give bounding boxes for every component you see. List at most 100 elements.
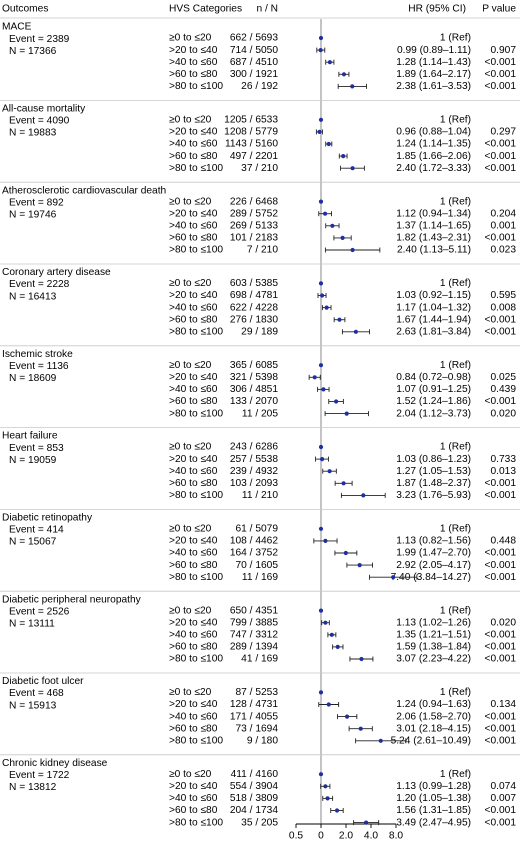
hr-ci-value: 1.87 (1.48–2.37) [396,478,471,489]
total-n: N = 18609 [9,373,57,384]
hr-ci-value: 1.24 (1.14–1.35) [396,139,471,150]
hr-point [330,223,335,228]
n-over-n-value: 29 / 189 [241,326,278,337]
n-over-n-value: 300 / 1921 [230,69,278,80]
n-over-n-value: 171 / 4055 [230,711,278,722]
p-value: <0.001 [485,629,517,640]
header-n-over-n: n / N [256,4,278,15]
hr-point [343,550,348,556]
p-value: 0.907 [491,45,517,56]
hvs-category: ≥0 to ≤20 [169,769,212,780]
n-over-n-value: 687 / 4510 [230,57,278,68]
p-value: <0.001 [485,548,517,559]
hr-point [341,72,347,77]
hvs-category: >60 to ≤80 [169,805,218,816]
hvs-category: ≥0 to ≤20 [169,360,212,371]
hvs-category: >60 to ≤80 [169,560,218,571]
n-over-n-value: 257 / 5538 [230,454,278,465]
hr-ci-value: 0.99 (0.89–1.11) [397,45,471,56]
p-value: 0.023 [491,245,517,256]
hr-point [337,317,342,322]
x-tick-label: 2.0 [339,831,353,842]
n-over-n-value: 603 / 5385 [230,278,278,289]
hvs-category: >40 to ≤60 [169,302,218,313]
hr-point [341,154,346,159]
hvs-category: >20 to ≤40 [169,781,218,792]
hvs-category: >80 to ≤100 [169,654,223,665]
hvs-category: >20 to ≤40 [169,45,218,56]
n-over-n-value: 650 / 4351 [230,605,278,616]
hr-point [340,235,345,240]
event-count: Event = 853 [9,443,64,454]
hr-point [358,726,363,731]
hr-point [350,84,355,89]
p-value: <0.001 [485,81,517,92]
n-over-n-value: 365 / 6085 [230,360,278,371]
outcome-label: All-cause mortality [2,103,86,114]
header-hvs-categories: HVS Categories [169,4,242,15]
hvs-category: >60 to ≤80 [169,233,218,244]
hr-ci-value: 1 (Ref) [440,769,471,780]
hr-ci-value: 1.67 (1.44–1.94) [396,314,471,325]
header-outcomes: Outcomes [2,4,48,15]
hr-point [318,199,324,204]
outcome-label: Diabetic peripheral neuropathy [2,594,142,605]
hr-ci-value: 1.59 (1.38–1.84) [396,642,471,653]
p-value: <0.001 [485,139,517,150]
hr-ci-value: 2.04 (1.12–3.73) [396,408,471,419]
total-n: N = 15067 [9,537,57,548]
n-over-n-value: 61 / 5079 [236,523,279,534]
event-count: Event = 2228 [9,279,70,290]
hr-ci-value: 1 (Ref) [440,687,471,698]
p-value: 0.007 [491,793,517,804]
hr-ci-value: 1.52 (1.24–1.86) [396,396,471,407]
hr-ci-value: 2.40 (1.72–3.33) [396,163,471,174]
hvs-category: >80 to ≤100 [169,408,223,419]
hvs-category: >80 to ≤100 [169,163,223,174]
n-over-n-value: 1143 / 5160 [225,139,278,150]
hr-point [322,211,328,216]
p-value: <0.001 [485,57,517,68]
hvs-category: >80 to ≤100 [169,735,223,746]
hvs-category: >60 to ≤80 [169,151,218,162]
outcome-label: Ischemic stroke [2,349,73,360]
n-over-n-value: 70 / 1605 [236,560,279,571]
p-value: <0.001 [485,163,517,174]
n-over-n-value: 11 / 205 [242,408,278,419]
total-n: N = 13111 [9,618,55,629]
outcome-label: Diabetic retinopathy [2,512,93,523]
n-over-n-value: 164 / 3752 [230,548,278,559]
hvs-category: >60 to ≤80 [169,314,218,325]
hr-ci-value: 1.13 (0.99–1.28) [396,781,471,792]
n-over-n-value: 133 / 2070 [230,396,278,407]
x-tick-label: 4.0 [364,831,378,842]
n-over-n-value: 204 / 1734 [230,805,278,816]
p-value: 0.074 [491,781,517,792]
hvs-category: >20 to ≤40 [169,617,218,628]
n-over-n-value: 662 / 5693 [230,33,278,44]
hr-point [318,35,324,41]
n-over-n-value: 289 / 5752 [230,208,278,219]
hr-ci-value: 1.03 (0.92–1.15) [396,290,471,301]
hvs-category: >80 to ≤100 [169,81,223,92]
hr-ci-value: 1.27 (1.05–1.53) [396,466,471,477]
hvs-category: >80 to ≤100 [169,490,223,501]
hr-point [334,808,340,813]
hr-point [327,60,333,65]
n-over-n-value: 243 / 6286 [230,442,278,453]
p-value: <0.001 [485,560,517,571]
x-tick-label: 8.0 [389,831,403,842]
hr-point [318,772,324,777]
hr-point [325,796,330,801]
n-over-n-value: 289 / 1394 [230,642,278,653]
x-tick-label: 0.5 [289,831,303,842]
hr-point [318,526,324,531]
hr-ci-value: 2.92 (2.05–4.17) [396,560,471,571]
total-n: N = 19059 [9,455,57,466]
hvs-category: >40 to ≤60 [169,139,218,150]
hr-ci-value: 1 (Ref) [440,523,471,534]
hvs-category: >20 to ≤40 [169,699,218,710]
p-value: 0.297 [491,127,517,138]
hr-ci-value: 1.28 (1.14–1.43) [396,57,471,68]
n-over-n-value: 269 / 5133 [230,220,278,231]
